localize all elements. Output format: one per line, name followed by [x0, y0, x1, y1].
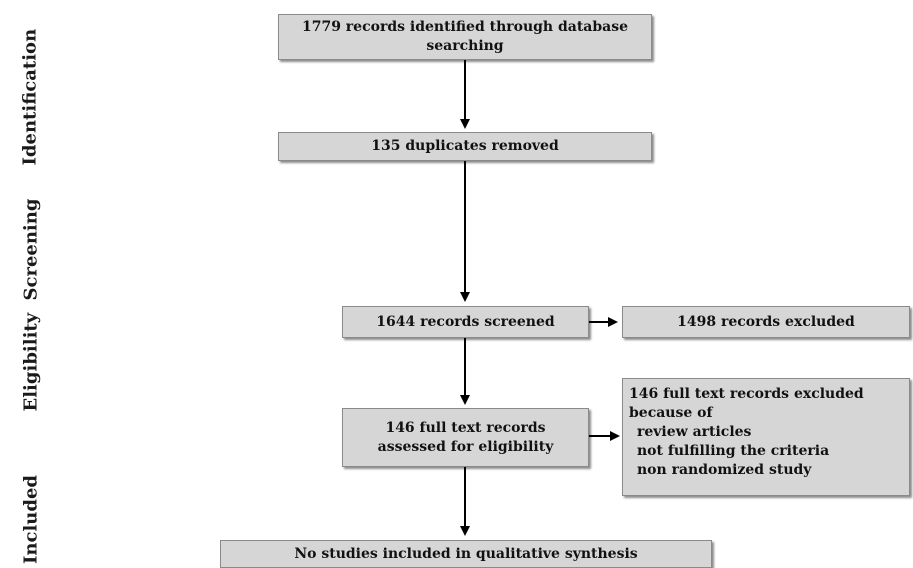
box-fulltext-assessed-line-1: 146 full text records — [385, 419, 546, 436]
box-records-identified: 1779 records identified through database… — [278, 14, 652, 60]
box-fulltext-excluded-line-1: 146 full text records excluded — [629, 386, 864, 402]
box-records-identified-line-1: 1779 records identified through database — [301, 19, 629, 35]
box-records-excluded: 1498 records excluded — [622, 306, 910, 338]
box-records-screened-line-1: 1644 records screened — [376, 313, 555, 330]
box-fulltext-excluded-line-2: because of — [629, 405, 713, 421]
exclusion-reason: non randomized study — [637, 462, 812, 478]
box-records-excluded-line-1: 1498 records excluded — [677, 313, 855, 330]
box-included: No studies included in qualitative synth… — [220, 540, 712, 568]
box-records-identified-line-2: searching — [426, 38, 504, 54]
box-duplicates-removed-line-1: 135 duplicates removed — [371, 138, 559, 154]
box-fulltext-assessed: 146 full text records assessed for eligi… — [342, 408, 589, 467]
box-records-screened: 1644 records screened — [342, 306, 589, 338]
box-duplicates-removed: 135 duplicates removed — [278, 132, 652, 161]
box-fulltext-excluded: 146 full text records excluded because o… — [622, 378, 910, 496]
box-included-line-1: No studies included in qualitative synth… — [294, 545, 638, 562]
exclusion-reason: not fulfilling the criteria — [637, 443, 830, 459]
box-fulltext-assessed-line-2: assessed for eligibility — [377, 438, 554, 455]
exclusion-reason: review articles — [637, 424, 752, 440]
